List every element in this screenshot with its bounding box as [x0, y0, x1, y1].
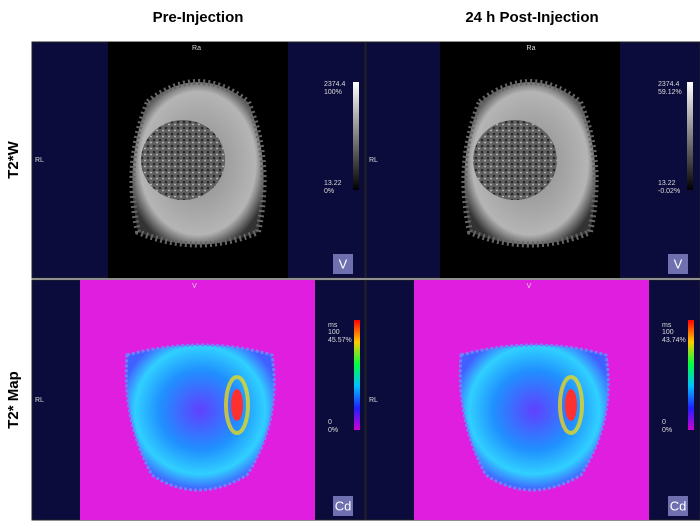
tissue-map	[124, 343, 276, 492]
scale-label: 43.74%	[662, 337, 686, 344]
color-bar	[688, 320, 694, 430]
scale-label: 0%	[328, 427, 338, 434]
badge-box	[333, 254, 353, 274]
orientation-marker: RL	[35, 397, 44, 404]
scale-label: 0	[662, 419, 666, 426]
hot-spot	[231, 389, 243, 421]
scale-label: -0.02%	[658, 188, 680, 195]
scale-label: 100	[662, 329, 674, 336]
column-header: Pre-Injection	[153, 9, 244, 26]
scale-label: 0%	[662, 427, 672, 434]
orientation-marker: Ra	[527, 45, 536, 52]
scale-label: 0	[328, 419, 332, 426]
badge-label: Cd	[670, 498, 687, 513]
row-header: T2* Map	[5, 371, 22, 429]
scale-label: 45.57%	[328, 337, 352, 344]
badge-box	[333, 496, 353, 516]
scale-label: 100%	[324, 89, 342, 96]
orientation-marker: RL	[369, 397, 378, 404]
scale-label: 2374.4	[658, 81, 680, 88]
tissue-map	[458, 343, 610, 492]
color-bar	[687, 82, 693, 190]
dark-region	[473, 120, 557, 200]
scale-label: 13.22	[324, 180, 342, 187]
badge-label: V	[339, 256, 348, 271]
orientation-marker: V	[192, 283, 197, 290]
color-bar	[354, 320, 360, 430]
scale-label: 0%	[324, 188, 334, 195]
badge-label: V	[674, 256, 683, 271]
hot-halo	[224, 375, 250, 435]
badge-box	[668, 496, 688, 516]
scale-label: ms	[328, 322, 338, 329]
scale-label: ms	[662, 322, 672, 329]
badge-box	[668, 254, 688, 274]
orientation-marker: RL	[369, 157, 378, 164]
orientation-marker: Ra	[192, 45, 201, 52]
hot-spot	[565, 389, 577, 421]
scale-label: 100	[328, 329, 340, 336]
scale-label: 2374.4	[324, 81, 346, 88]
orientation-marker: V	[527, 283, 532, 290]
scale-label: 13.22	[658, 180, 676, 187]
dark-region	[141, 120, 225, 200]
orientation-marker: RL	[35, 157, 44, 164]
column-header: 24 h Post-Injection	[465, 9, 598, 26]
row-header: T2*W	[5, 140, 22, 178]
scale-label: 59.12%	[658, 89, 682, 96]
color-bar	[353, 82, 359, 190]
badge-label: Cd	[335, 498, 352, 513]
image-panel: 2374.459.12% 13.22-0.02% Ra RL V	[365, 41, 700, 279]
hot-halo	[558, 375, 584, 435]
